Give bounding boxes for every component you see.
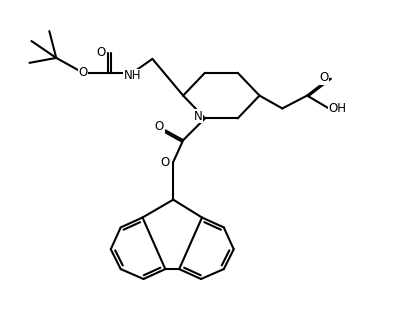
Text: OH: OH	[328, 102, 346, 115]
Text: NH: NH	[124, 69, 141, 82]
Text: O: O	[160, 156, 170, 168]
Text: O: O	[96, 46, 105, 59]
Text: O: O	[154, 120, 164, 133]
Text: O: O	[318, 71, 328, 84]
Text: O: O	[78, 66, 87, 79]
Text: N: N	[193, 110, 202, 123]
